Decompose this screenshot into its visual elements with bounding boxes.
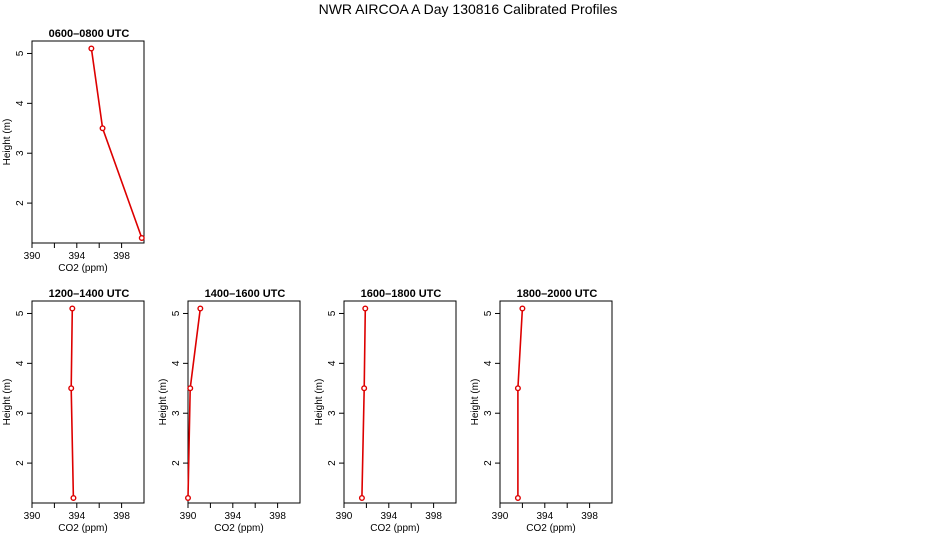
chart-0-data-point [138,235,145,242]
chart-3-y-tick-label: 3 [327,410,338,416]
chart-4-x-tick-label: 398 [581,511,598,522]
chart-2-x-tick-label: 398 [269,511,286,522]
chart-2-x-axis-label: CO2 (ppm) [214,523,263,534]
chart-1-data-point [70,495,77,502]
chart-1-title: 1200–1400 UTC [49,288,130,300]
chart-panel: 1400–1600 UTC 390 394 398 2 3 4 5 CO2 (ppm) Heigh… [158,288,301,534]
chart-1-y-tick-label: 2 [15,460,26,466]
chart-4-plot-frame [499,300,613,504]
chart-4-data-point [514,495,521,502]
chart-1-y-tick-label: 3 [15,410,26,416]
chart-4-title: 1800–2000 UTC [517,288,598,300]
chart-2-y-tick-label: 4 [171,360,182,366]
chart-3-data-point [361,385,368,392]
chart-2-x-tick-label: 390 [180,511,197,522]
chart-4-y-tick-label: 2 [483,460,494,466]
chart-2-data-point [197,305,204,312]
chart-4-series-line [517,308,524,498]
chart-4-data-point [519,305,526,312]
chart-3-x-tick-label: 394 [380,511,397,522]
chart-3-x-tick-label: 390 [336,511,353,522]
chart-1-data-point [68,385,75,392]
chart-3-y-tick-label: 5 [327,310,338,316]
chart-3-plot-frame [343,300,457,504]
chart-1-x-tick-label: 390 [24,511,41,522]
chart-2-plot-frame [187,300,301,504]
figure-title: NWR AIRCOA A Day 130816 Calibrated Profi… [318,1,618,17]
chart-3-y-tick-label: 2 [327,460,338,466]
chart-3-title: 1600–1800 UTC [361,288,442,300]
chart-4-y-tick-label: 5 [483,310,494,316]
chart-2-data-point [184,495,191,502]
chart-0-data-point [99,125,106,132]
chart-3-data-point [362,305,369,312]
chart-1-y-tick-label: 4 [15,360,26,366]
chart-3-x-axis-label: CO2 (ppm) [370,523,419,534]
chart-0-title: 0600–0800 UTC [49,28,130,40]
chart-1-x-tick-label: 394 [68,511,85,522]
chart-0-data-point [88,45,95,52]
chart-0-x-tick-label: 390 [24,251,41,262]
chart-1-data-point [69,305,76,312]
chart-2-y-tick-label: 2 [171,460,182,466]
chart-panel: 1600–1800 UTC 390 394 398 2 3 4 5 CO2 (ppm) Heigh… [314,288,457,534]
chart-panel: 1200–1400 UTC 390 394 398 2 3 4 5 CO2 (ppm) Heigh… [2,288,145,534]
chart-4-y-tick-label: 4 [483,360,494,366]
chart-2-title: 1400–1600 UTC [205,288,286,300]
chart-0-y-tick-label: 3 [15,150,26,156]
chart-0-x-tick-label: 394 [68,251,85,262]
chart-1-series-line [70,308,75,499]
chart-4-x-tick-label: 394 [536,511,553,522]
chart-4-data-point [514,385,521,392]
chart-0-x-axis-label: CO2 (ppm) [58,263,107,274]
chart-3-data-point [358,495,365,502]
chart-3-y-axis-label: Height (m) [314,379,325,426]
chart-2-x-tick-label: 394 [224,511,241,522]
chart-2-y-tick-label: 5 [171,310,182,316]
chart-4-x-axis-label: CO2 (ppm) [526,523,575,534]
chart-0-y-tick-label: 4 [15,100,26,106]
chart-0-y-tick-label: 2 [15,200,26,206]
chart-4-x-tick-label: 390 [492,511,509,522]
chart-1-x-tick-label: 398 [113,511,130,522]
chart-1-plot-frame [31,300,145,504]
chart-2-data-point [187,385,194,392]
chart-3-y-tick-label: 4 [327,360,338,366]
chart-4-y-tick-label: 3 [483,410,494,416]
chart-1-y-tick-label: 5 [15,310,26,316]
chart-4-y-axis-label: Height (m) [470,379,481,426]
chart-1-x-axis-label: CO2 (ppm) [58,523,107,534]
chart-2-y-tick-label: 3 [171,410,182,416]
chart-2-y-axis-label: Height (m) [158,379,169,426]
chart-0-plot-frame [31,40,145,244]
chart-2-series-line [187,308,202,499]
chart-0-x-tick-label: 398 [113,251,130,262]
chart-panel: 0600–0800 UTC 390 394 398 2 3 4 5 CO2 (ppm) Heigh… [2,28,145,274]
chart-3-series-line [361,308,367,499]
chart-0-y-tick-label: 5 [15,50,26,56]
chart-1-y-axis-label: Height (m) [2,379,13,426]
chart-0-y-axis-label: Height (m) [2,119,13,166]
chart-panel: 1800–2000 UTC 390 394 398 2 3 4 5 CO2 (ppm) Heigh… [470,288,613,534]
chart-3-x-tick-label: 398 [425,511,442,522]
chart-0-series-line [90,48,143,239]
